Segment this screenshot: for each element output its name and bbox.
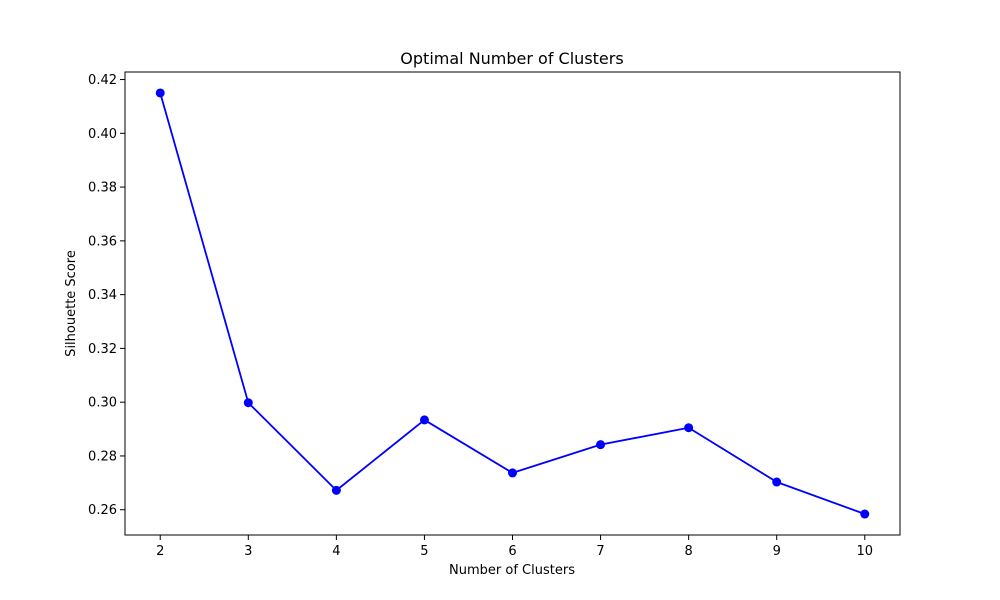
y-tick-label: 0.42 — [88, 73, 117, 88]
x-tick-label: 10 — [856, 544, 873, 559]
x-axis-ticks: 2 3 4 5 6 7 8 9 10 — [156, 535, 873, 559]
data-point-k3 — [243, 398, 253, 408]
chart-title: Optimal Number of Clusters — [400, 49, 623, 68]
y-axis-label: Silhouette Score — [64, 250, 79, 357]
data-point-k9 — [772, 477, 782, 487]
data-point-k8 — [684, 423, 694, 433]
x-tick-label: 8 — [684, 544, 692, 559]
x-tick-label: 9 — [773, 544, 781, 559]
y-axis-ticks: 0.26 0.28 0.30 0.32 0.34 0.36 0.38 0.40 0.42 — [88, 73, 125, 518]
y-tick-label: 0.30 — [88, 396, 117, 411]
y-tick-label: 0.28 — [88, 449, 117, 464]
y-tick-label: 0.40 — [88, 127, 117, 142]
x-tick-label: 2 — [156, 544, 164, 559]
data-point-k7 — [596, 440, 606, 450]
y-tick-label: 0.34 — [88, 288, 117, 303]
data-point-k10 — [860, 509, 870, 519]
data-point-k5 — [419, 415, 429, 425]
x-axis-label: Number of Clusters — [449, 563, 575, 578]
x-tick-label: 3 — [244, 544, 252, 559]
data-point-k2 — [155, 88, 165, 98]
x-tick-label: 6 — [508, 544, 516, 559]
x-tick-label: 4 — [332, 544, 340, 559]
plot-frame — [124, 71, 901, 536]
x-tick-label: 7 — [596, 544, 604, 559]
series-layer — [155, 88, 870, 519]
y-tick-label: 0.32 — [88, 342, 117, 357]
x-tick-label: 5 — [420, 544, 428, 559]
data-point-k6 — [508, 468, 517, 478]
y-tick-label: 0.36 — [88, 234, 117, 249]
data-point-k4 — [331, 485, 341, 495]
y-tick-label: 0.38 — [88, 181, 117, 196]
y-tick-label: 0.26 — [88, 503, 117, 518]
